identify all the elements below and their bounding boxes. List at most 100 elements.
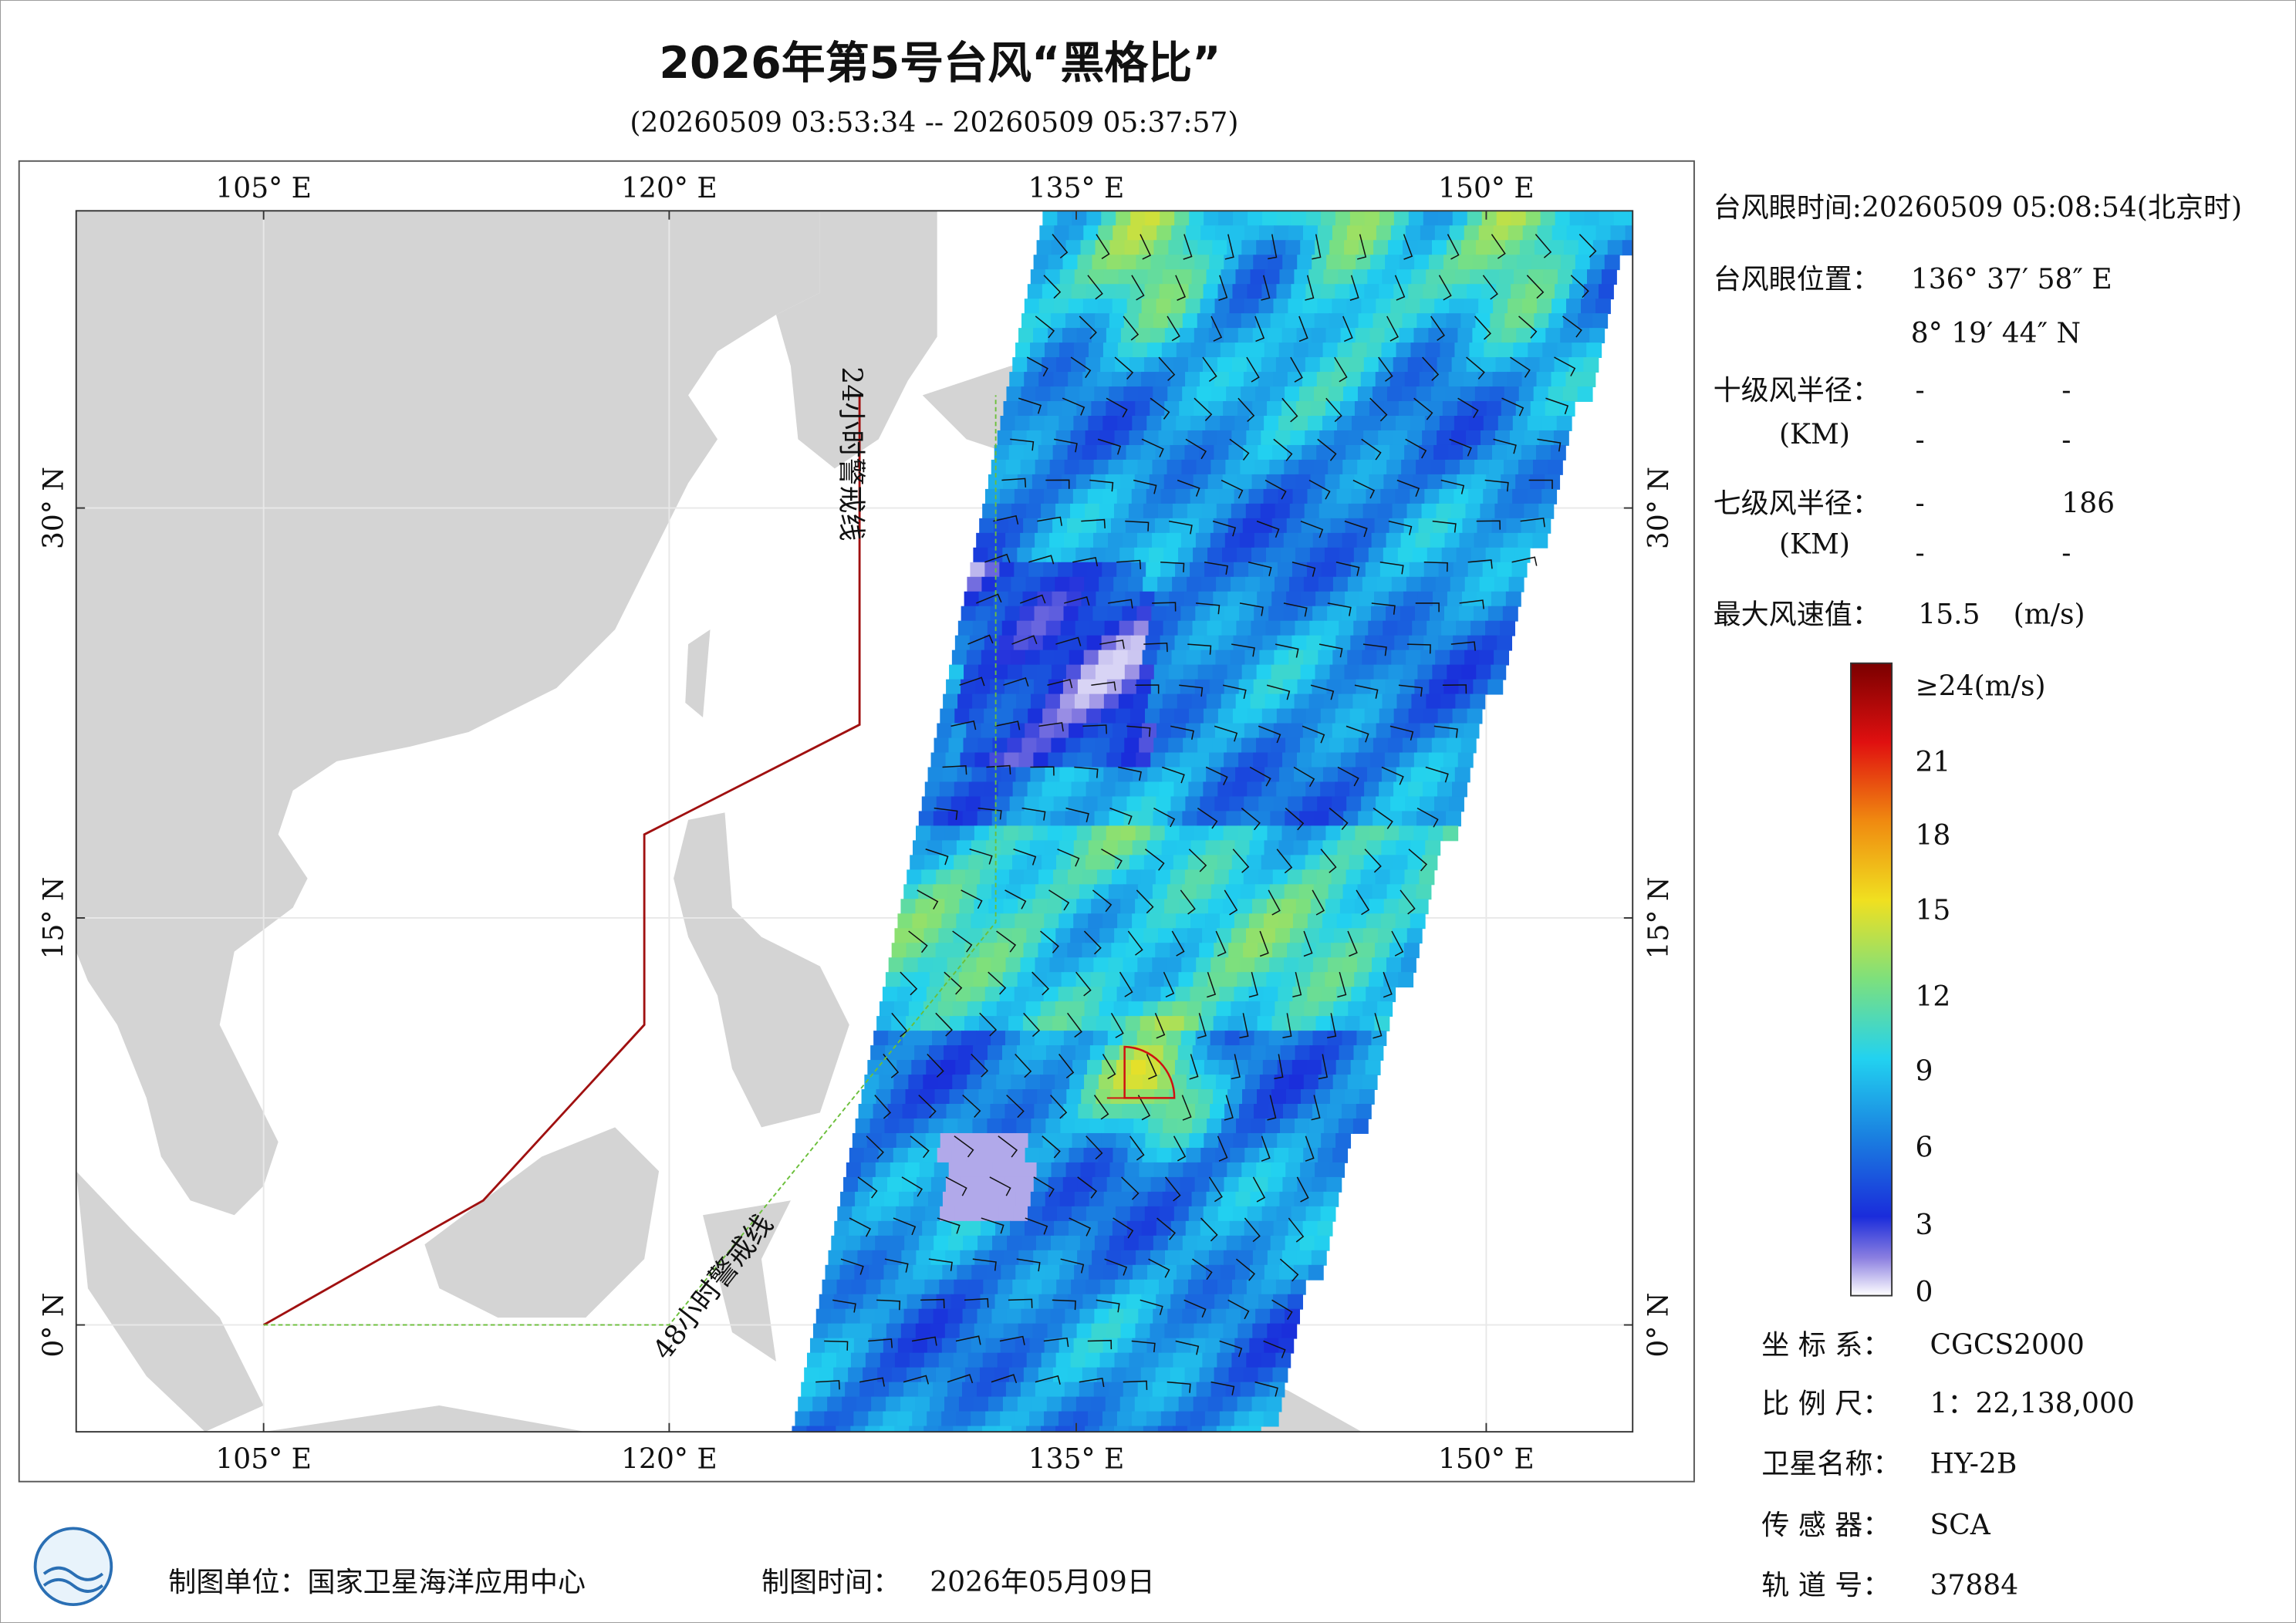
colorbar-label: 9	[1915, 1055, 1933, 1088]
wind-cell	[964, 664, 979, 680]
wind-cell	[1048, 1176, 1064, 1193]
wind-cell	[1016, 620, 1032, 636]
wind-cell	[1392, 503, 1408, 519]
wind-cell	[1305, 430, 1321, 446]
wind-cell	[1443, 255, 1459, 271]
wind-cell	[1274, 650, 1290, 666]
wind-cell	[984, 562, 1001, 578]
wind-cell	[966, 650, 982, 666]
wind-cell	[1214, 1220, 1231, 1237]
wind-cell	[1136, 255, 1152, 271]
wind-cell	[1607, 240, 1623, 256]
wind-cell	[951, 650, 967, 666]
wind-cell	[1122, 1104, 1138, 1119]
wind-cell	[1401, 884, 1417, 900]
wind-cell	[1095, 737, 1111, 754]
wind-cell	[1153, 386, 1169, 402]
wind-cell	[1422, 855, 1438, 871]
wind-cell	[1297, 679, 1313, 695]
wind-barb	[1047, 679, 1073, 689]
wind-cell	[993, 1089, 1009, 1105]
wind-cell	[1254, 532, 1270, 548]
wind-cell	[1380, 913, 1396, 930]
wind-cell	[950, 943, 966, 959]
wind-cell	[985, 913, 1001, 930]
wind-cell	[1188, 357, 1204, 373]
wind-cell	[1126, 1367, 1142, 1383]
wind-cell	[1116, 211, 1132, 227]
wind-cell	[1356, 1031, 1373, 1047]
wind-cell	[1347, 650, 1363, 666]
wind-cell	[1308, 1191, 1325, 1207]
wind-barb	[1043, 1337, 1069, 1348]
wind-cell	[1493, 225, 1509, 241]
wind-cell	[1073, 1411, 1089, 1427]
meta-value: HY-2B	[1930, 1447, 2017, 1480]
wind-cell	[1329, 386, 1344, 402]
wind-cell	[1082, 1367, 1098, 1383]
wind-cell	[1173, 781, 1190, 798]
wind-cell	[1425, 840, 1441, 856]
wind-cell	[1116, 562, 1133, 578]
wind-cell	[1431, 313, 1447, 329]
wind-cell	[1126, 1220, 1143, 1237]
wind-cell	[936, 796, 952, 812]
wind-cell	[894, 928, 910, 944]
wind-cell	[878, 1220, 894, 1237]
wind-cell	[1188, 1206, 1204, 1222]
wind-cell	[839, 1411, 855, 1427]
wind-cell	[828, 1250, 844, 1266]
wind-cell	[1159, 1279, 1174, 1295]
wind-cell	[963, 1235, 979, 1251]
wind-cell	[1501, 255, 1518, 271]
wind-cell	[1303, 650, 1319, 666]
wind-cell	[1474, 459, 1490, 475]
wind-cell	[1273, 723, 1289, 739]
wind-cell	[1048, 752, 1064, 768]
wind-cell	[1070, 1352, 1086, 1368]
wind-cell	[1115, 1206, 1131, 1222]
wind-cell	[1185, 372, 1200, 387]
wind-cell	[1240, 459, 1256, 475]
wind-cell	[913, 1118, 930, 1134]
wind-cell	[1427, 620, 1443, 636]
wind-cell	[1086, 635, 1102, 651]
lat-label: 15° N	[1643, 877, 1675, 960]
wind-cell	[1137, 1382, 1153, 1398]
wind-cell	[1026, 1352, 1042, 1368]
wind-cell	[1277, 635, 1293, 651]
wind-cell	[1492, 372, 1508, 387]
lon-label: 105° E	[215, 1443, 312, 1476]
wind-cell	[965, 1294, 981, 1310]
wind-cell	[1237, 547, 1252, 563]
wind-cell	[1281, 1250, 1298, 1266]
wind-barb	[1305, 1135, 1315, 1162]
wind-cell	[1008, 943, 1025, 959]
wind-barb	[1239, 602, 1264, 616]
wind-cell	[876, 1089, 892, 1105]
wind-cell	[1272, 943, 1288, 959]
wind-cell	[1319, 928, 1335, 944]
wind-cell	[992, 737, 1008, 754]
wind-cell	[1308, 342, 1324, 359]
wind-cell	[1266, 1396, 1282, 1412]
wind-cell	[1043, 987, 1059, 1003]
wind-cell	[966, 723, 982, 739]
wind-barb	[1493, 438, 1517, 454]
wind-cell	[1138, 811, 1154, 827]
wind-barb	[1169, 520, 1193, 535]
wind-cell	[859, 1382, 876, 1398]
wind-cell	[1107, 1104, 1123, 1119]
wind-cell	[1004, 606, 1021, 622]
wind-cell	[1092, 1250, 1108, 1266]
wind-barb	[1077, 1176, 1098, 1199]
wind-cell	[1176, 913, 1191, 930]
wind-cell	[1514, 269, 1530, 285]
wind-barb	[1161, 766, 1185, 784]
wind-barb	[1089, 479, 1114, 492]
wind-cell	[1398, 899, 1414, 915]
wind-cell	[950, 1294, 967, 1310]
wind-cell	[891, 1016, 907, 1032]
wind-cell	[1187, 1352, 1204, 1368]
wind-barb	[1164, 1176, 1181, 1202]
